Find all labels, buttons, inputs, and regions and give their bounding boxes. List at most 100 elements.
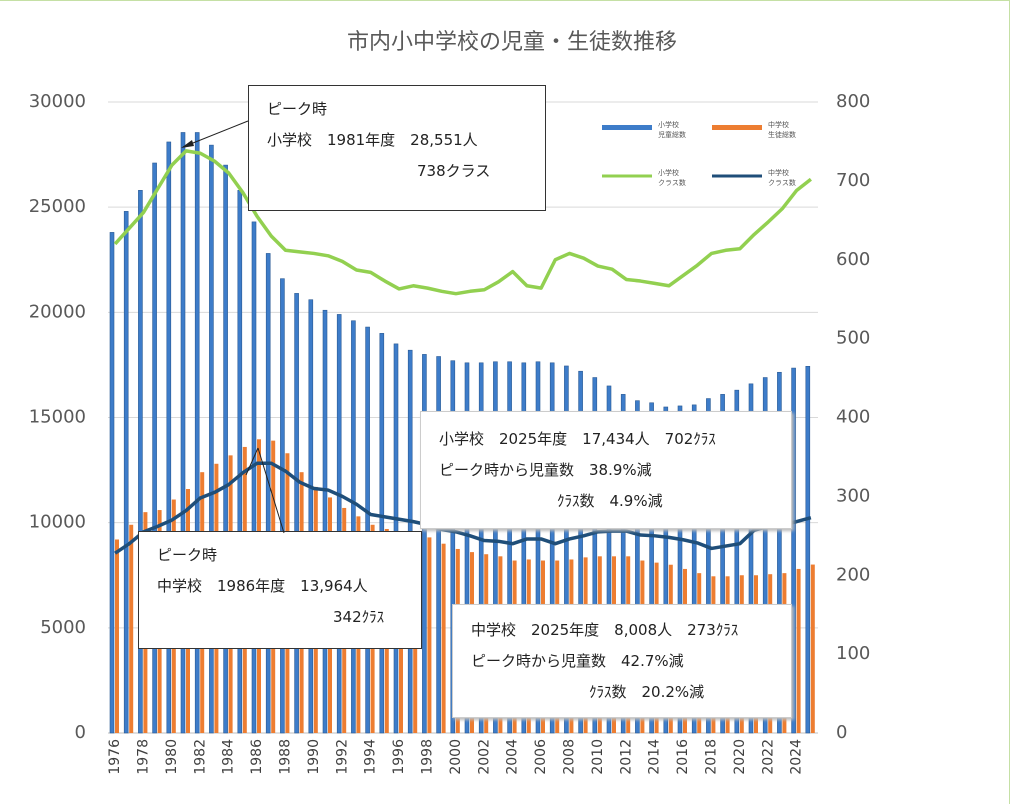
y2-tick-label: 500 xyxy=(836,328,870,349)
bar xyxy=(351,320,356,734)
line xyxy=(114,461,812,555)
x-tick-label: 1980 xyxy=(164,739,180,775)
bar xyxy=(791,367,796,734)
x-tick-label: 1984 xyxy=(221,739,237,775)
line xyxy=(113,149,812,296)
x-tick-label: 2020 xyxy=(732,739,748,775)
bar xyxy=(152,162,157,734)
bar xyxy=(123,211,129,734)
bar xyxy=(796,568,801,733)
legend-label: 小学校 児童総数 xyxy=(658,121,686,139)
bar xyxy=(365,326,370,734)
x-tick-label: 1976 xyxy=(107,739,123,775)
legend-label: 中学校 生徒総数 xyxy=(768,121,796,139)
bar xyxy=(436,356,441,734)
annotation-text: ピーク時から児童数 38.9%減 xyxy=(439,461,652,479)
bar xyxy=(336,314,342,734)
bar xyxy=(805,366,811,734)
x-tick-label: 1996 xyxy=(391,739,407,775)
annotation-text: 738クラス xyxy=(417,162,491,180)
bar xyxy=(521,362,527,734)
bar xyxy=(109,232,115,734)
y2-tick-label: 100 xyxy=(836,643,870,664)
annotation-text: ｸﾗｽ数 4.9%減 xyxy=(557,492,663,510)
bar xyxy=(578,370,583,734)
annotation-box: 中学校 2025年度 8,008人 273ｸﾗｽ ピーク時から児童数 42.7%減… xyxy=(452,604,792,718)
bar xyxy=(237,190,243,734)
annotation-text: 中学校 2025年度 8,008人 273ｸﾗｽ xyxy=(471,621,739,639)
bar xyxy=(441,543,446,733)
annotation-text: 小学校 2025年度 17,434人 702ｸﾗｽ xyxy=(439,430,716,448)
x-tick-label: 2022 xyxy=(760,739,776,775)
y2-tick-label: 800 xyxy=(836,91,870,112)
bar xyxy=(564,365,569,734)
bar xyxy=(549,362,555,734)
annotation-box: 小学校 2025年度 17,434人 702ｸﾗｽ ピーク時から児童数 38.9%… xyxy=(420,411,792,529)
y2-tick-label: 300 xyxy=(836,485,870,506)
bar xyxy=(280,278,285,734)
x-tick-label: 1978 xyxy=(136,739,152,775)
x-tick-label: 2000 xyxy=(448,739,464,775)
bar xyxy=(223,164,228,734)
bar xyxy=(493,361,498,734)
x-tick-label: 2006 xyxy=(533,739,549,775)
annotation-text: ピーク時 xyxy=(157,546,218,564)
x-tick-label: 2014 xyxy=(647,739,663,775)
annotation-text: 中学校 1986年度 13,964人 xyxy=(157,577,368,595)
bar xyxy=(308,299,314,734)
bar xyxy=(592,377,598,734)
y-tick-label: 15000 xyxy=(29,407,86,428)
bar xyxy=(478,362,484,734)
bar xyxy=(251,221,257,734)
bar xyxy=(734,389,740,734)
x-tick-label: 1998 xyxy=(420,739,436,775)
x-tick-label: 1992 xyxy=(334,739,350,775)
bar xyxy=(450,360,456,734)
x-tick-label: 1988 xyxy=(278,739,294,775)
annotation-text: ピーク時から児童数 42.7%減 xyxy=(471,652,684,670)
bar xyxy=(635,400,640,734)
y-tick-label: 5000 xyxy=(40,617,86,638)
x-tick-label: 2024 xyxy=(789,739,805,775)
y2-tick-label: 700 xyxy=(836,170,870,191)
bar xyxy=(663,406,669,734)
bar xyxy=(322,309,328,734)
y2-tick-label: 0 xyxy=(836,722,847,743)
y-tick-label: 10000 xyxy=(29,512,86,533)
y-tick-label: 0 xyxy=(75,722,86,743)
bar xyxy=(535,361,541,734)
annotation-box: ピーク時中学校 1986年度 13,964人 342ｸﾗｽ xyxy=(138,531,422,649)
bar xyxy=(620,394,626,734)
bar xyxy=(777,371,782,734)
bar xyxy=(748,383,754,734)
y-tick-label: 20000 xyxy=(29,301,86,322)
bar xyxy=(464,362,470,734)
bar xyxy=(265,253,271,734)
x-tick-label: 1990 xyxy=(306,739,322,775)
x-tick-label: 2004 xyxy=(505,739,521,775)
x-tick-label: 1994 xyxy=(363,739,379,775)
y2-tick-label: 200 xyxy=(836,564,870,585)
x-tick-label: 2010 xyxy=(590,739,606,775)
x-tick-label: 2016 xyxy=(675,739,691,775)
x-tick-label: 2002 xyxy=(476,739,492,775)
bar xyxy=(427,537,432,733)
bar xyxy=(138,190,143,734)
bar xyxy=(677,405,683,734)
y-tick-label: 30000 xyxy=(29,91,86,112)
bar xyxy=(691,404,697,734)
bar xyxy=(649,402,654,734)
chart-title: 市内小中学校の児童・生徒数推移 xyxy=(347,30,677,55)
bar xyxy=(115,539,119,733)
bar xyxy=(294,293,299,734)
bar xyxy=(720,394,725,734)
x-tick-label: 1986 xyxy=(249,739,265,775)
bar xyxy=(507,361,512,734)
y2-tick-label: 600 xyxy=(836,249,870,270)
bar xyxy=(422,354,427,734)
x-tick-label: 2018 xyxy=(704,739,720,775)
annotation-text: 342ｸﾗｽ xyxy=(333,608,385,626)
y-tick-label: 25000 xyxy=(29,196,86,217)
annotation-text: ｸﾗｽ数 20.2%減 xyxy=(589,683,705,701)
